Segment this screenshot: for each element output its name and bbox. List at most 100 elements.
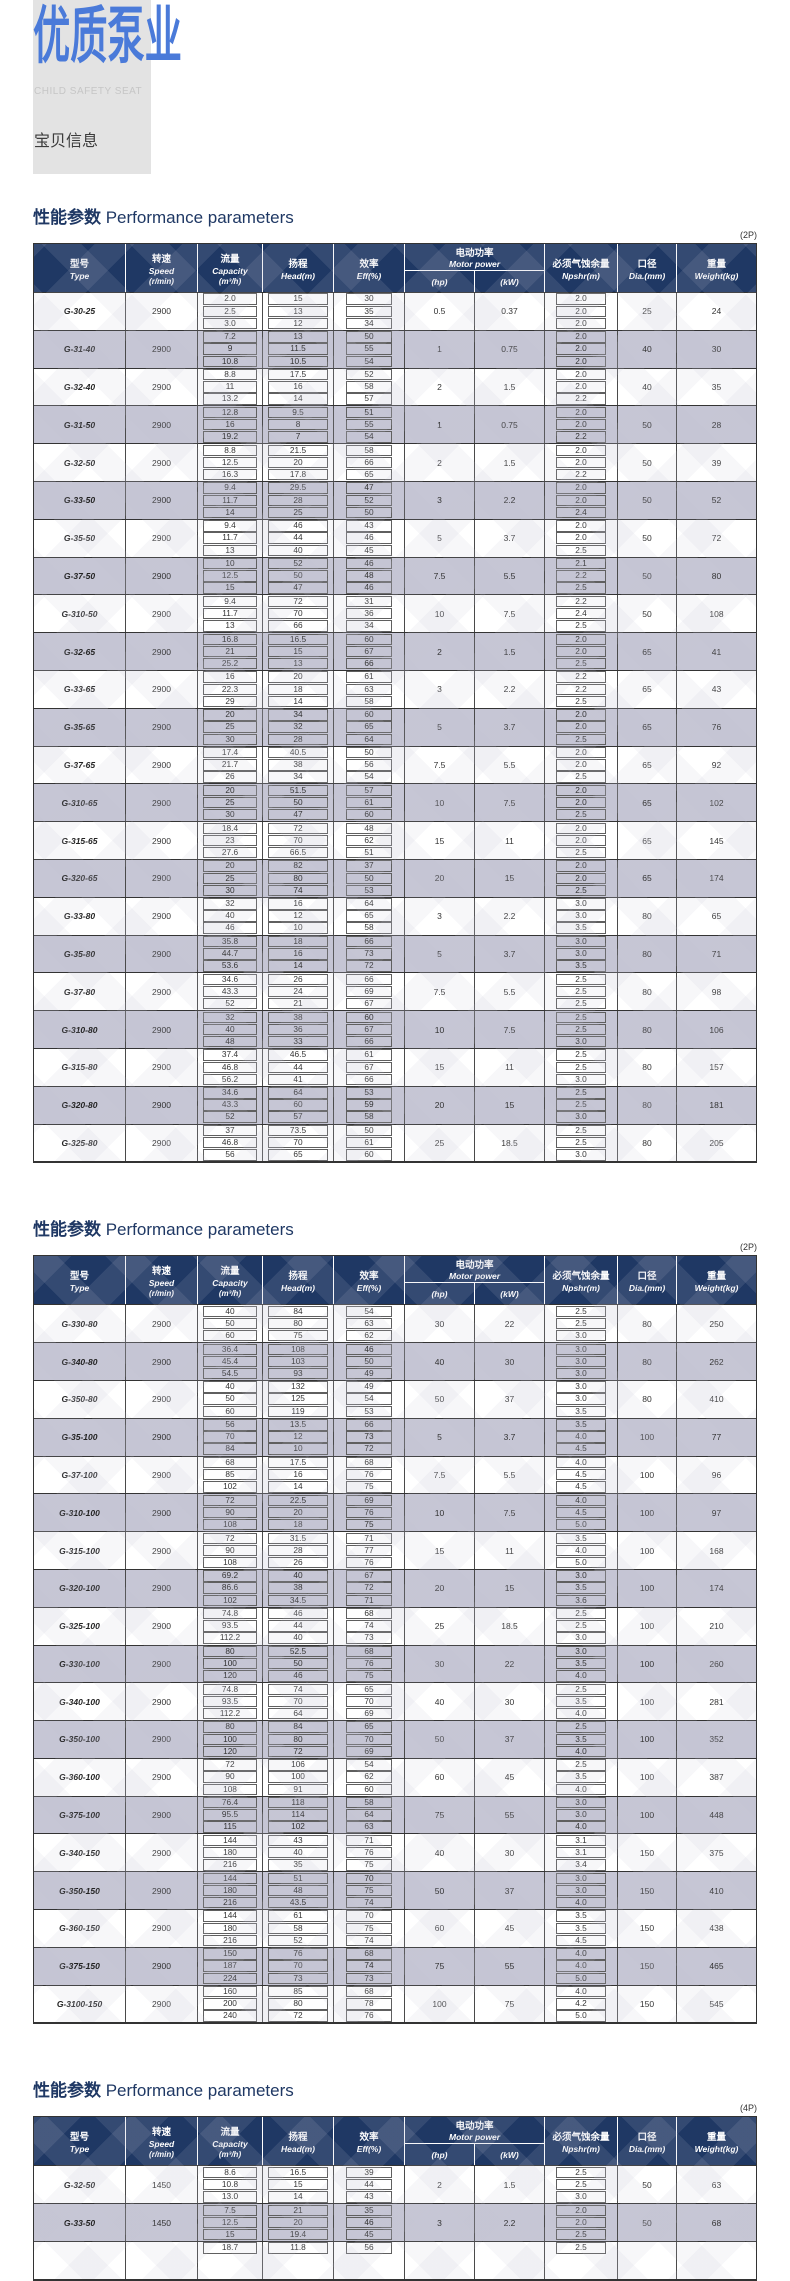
power-kw-value: 1.5 [475,368,545,406]
power-kw-value: 1.5 [475,633,545,670]
weight-value: 41 [711,646,722,657]
power-kw-value: 11 [475,1048,545,1086]
power-kw-value: 18.5 [475,1124,545,1162]
weight-value: 375 [709,1847,724,1858]
capacity-values: 69.2 86.6 102 [198,1569,263,1607]
speed-value: 2900 [126,1796,198,1834]
value-box: 65 [346,721,392,733]
npshr-values: 3.0 3.0 3.5 [545,1380,618,1418]
eff-values: 46 50 49 [334,1343,405,1380]
power-kw-value: 3.7 [475,935,545,973]
eff-values: 60 67 66 [334,1011,405,1048]
value-box: 60 [346,709,392,721]
diameter-value [618,2242,677,2279]
value-box: 72 [346,960,392,972]
value-box: 2.0 [556,645,606,658]
power-kw-value: 7.5 [475,784,545,822]
col-type: 型号 Type [34,1256,126,1305]
head-values: 20 18 14 [263,670,334,708]
value-box: 66 [346,1035,392,1048]
npshr-values: 2.5 2.5 3.0 [545,1048,618,1086]
value-box: 40 [268,544,328,556]
value-box: 60 [346,1783,392,1796]
value-box: 78 [346,1998,392,2010]
eff-values: 66 69 67 [334,973,405,1011]
value-box: 8.8 [203,444,257,456]
diameter-value: 65 [618,633,677,670]
value-box: 43.5 [268,1897,328,1909]
value-box: 19.4 [268,2229,328,2241]
npshr-values: 3.0 3.0 3.0 [545,1343,618,1380]
weight-value: 545 [709,1999,724,2010]
weight-value: 210 [709,1621,724,1632]
weight-value: 438 [709,1923,724,1934]
pump-type: G-37-50 [34,557,126,595]
value-box: 2.0 [556,317,606,330]
section-title-en: Performance parameters [101,2081,294,2101]
diameter-value: 80 [618,1048,677,1086]
section-title: 性能参数 Performance parameters [33,1219,757,1241]
col-motor-power: 电动功率 Motor power (hp) (kW) [405,1256,545,1305]
motor-power-label: 电动功率 Motor power [405,244,544,271]
value-box: 2.5 [556,733,606,745]
eff-values: 50 56 54 [334,746,405,784]
value-box: 40 [203,1381,257,1393]
header-label: Speed [148,265,175,276]
value-box: 40 [203,1305,257,1318]
value-box: 2.0 [556,834,606,847]
value-box: 70 [346,1910,392,1922]
weight-value: 410 [709,1394,724,1405]
power-hp-value: 2 [405,633,475,670]
header-label: Dia.(mm) [628,2143,666,2154]
value-box: 180 [203,1847,257,1859]
header-label: 转速 [151,253,171,265]
weight-value: 68 [711,2217,722,2228]
weight-value: 281 [709,1696,724,1707]
power-hp-value [405,2242,475,2279]
value-box: 2.5 [556,1061,606,1073]
power-kw-value: 22 [475,1645,545,1683]
value-box: 10.8 [203,355,257,367]
value-box: 44 [268,1061,328,1073]
value-box: 4.5 [556,1506,606,1519]
pump-type: G-30-25 [34,293,126,330]
head-values: 52 50 47 [263,557,334,595]
value-box: 160 [203,1986,257,1998]
weight-value: 260 [709,1658,724,1669]
value-box: 2.5 [556,985,606,998]
value-box: 48 [346,570,392,582]
diameter-value: 80 [618,1343,677,1380]
header-label: 流量 [220,253,240,265]
value-box: 38 [268,1582,328,1594]
weight-value: 174 [709,873,724,884]
head-values: 34 32 28 [263,708,334,746]
value-box: 46 [346,557,392,570]
section-title: 性能参数 Performance parameters [33,2080,757,2102]
value-box: 25 [203,872,257,884]
value-box: 72 [268,822,328,834]
value-box: 21.5 [268,444,328,456]
pump-type: G-32-50 [34,444,126,481]
diameter-value: 150 [618,1872,677,1910]
eff-values: 60 67 66 [334,633,405,670]
weight-value: 24 [711,306,722,317]
value-box: 12.5 [203,570,257,582]
capacity-values: 80 100 120 [198,1645,263,1683]
value-box: 86.6 [203,1582,257,1594]
pump-type: G-33-80 [34,897,126,935]
value-box: 75 [346,1670,392,1682]
col-capacity: 流量 Capacity (m³/h) [198,1256,263,1305]
value-box: 80 [268,1733,328,1746]
value-box: 17.8 [268,468,328,481]
diameter-value: 100 [618,1721,677,1758]
weight-value: 97 [711,1507,722,1518]
weight-value: 71 [711,948,722,959]
value-box: 2.0 [556,860,606,872]
value-box: 15 [268,645,328,658]
value-box: 67 [346,1023,392,1036]
speed-value: 1450 [126,2204,198,2242]
header-label: (m³/h) [218,2149,242,2159]
value-box: 8 [268,418,328,431]
value-box: 69 [346,1708,392,1720]
speed-value: 2900 [126,1569,198,1607]
